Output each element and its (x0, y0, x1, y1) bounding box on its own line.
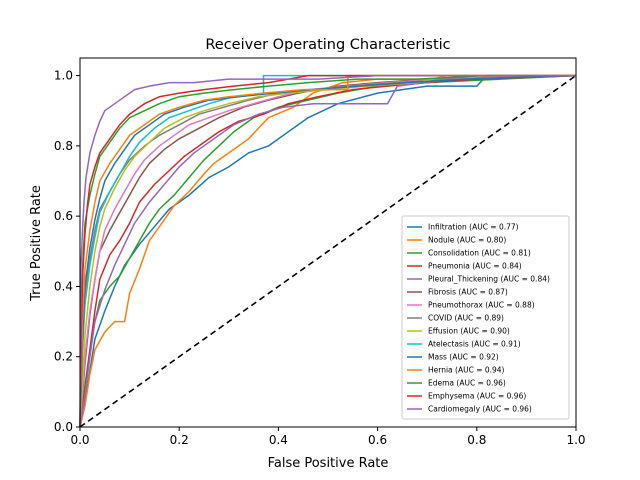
legend-label: Effusion (AUC = 0.90) (428, 327, 510, 336)
legend-label: Nodule (AUC = 0.80) (428, 236, 506, 245)
legend-label: Consolidation (AUC = 0.81) (428, 249, 531, 258)
roc-curves (79, 74, 577, 428)
y-axis-label: True Positive Rate (29, 185, 44, 302)
y-tick-label: 0.2 (54, 350, 73, 364)
legend-label: Fibrosis (AUC = 0.87) (428, 288, 508, 297)
plot-area (79, 57, 577, 428)
legend-label: Mass (AUC = 0.92) (428, 353, 499, 362)
legend-box (401, 215, 570, 420)
legend-label: Pneumothorax (AUC = 0.88) (428, 301, 535, 310)
x-tick-label: 0.8 (467, 433, 486, 447)
roc-curve-3 (79, 74, 577, 428)
roc-curve-8 (79, 74, 576, 428)
x-tick-label: 0.0 (70, 433, 89, 447)
y-tick-label: 0.8 (54, 139, 73, 153)
legend-label: Hernia (AUC = 0.94) (428, 366, 505, 375)
legend-label: Emphysema (AUC = 0.96) (428, 392, 526, 401)
legend-label: Cardiomegaly (AUC = 0.96) (428, 405, 532, 414)
roc-curve-14 (79, 74, 576, 428)
x-tick-label: 0.6 (368, 433, 387, 447)
roc-curve-2 (79, 74, 577, 428)
roc-curve-4 (79, 74, 577, 428)
y-axis-ticks: 0.0 0.2 0.4 0.6 0.8 1.0 (54, 69, 80, 434)
x-tick-label: 1.0 (566, 433, 585, 447)
y-tick-label: 1.0 (54, 69, 73, 83)
legend-label: Infiltration (AUC = 0.77) (428, 223, 519, 232)
roc-curve-10 (79, 74, 577, 428)
legend-label: Pleural_Thickening (AUC = 0.84) (428, 275, 550, 284)
x-tick-label: 0.2 (170, 433, 189, 447)
x-axis-label: False Positive Rate (268, 456, 389, 471)
chance-diagonal-line (79, 74, 577, 428)
y-tick-label: 0.4 (54, 279, 73, 293)
roc-curve-13 (79, 74, 576, 428)
axes-frame (79, 57, 577, 428)
legend-label: Atelectasis (AUC = 0.91) (428, 340, 521, 349)
x-tick-label: 0.4 (269, 433, 288, 447)
x-axis-ticks: 0.0 0.2 0.4 0.6 0.8 1.0 (70, 427, 586, 447)
chart-title: Receiver Operating Characteristic (205, 37, 450, 53)
legend-label: COVID (AUC = 0.89) (428, 314, 504, 323)
legend-label: Pneumonia (AUC = 0.84) (428, 262, 522, 271)
y-tick-label: 0.6 (54, 209, 73, 223)
legend: Infiltration (AUC = 0.77) Nodule (AUC = 0… (401, 215, 570, 420)
y-tick-label: 0.0 (54, 420, 73, 434)
legend-label: Edema (AUC = 0.96) (428, 379, 506, 388)
